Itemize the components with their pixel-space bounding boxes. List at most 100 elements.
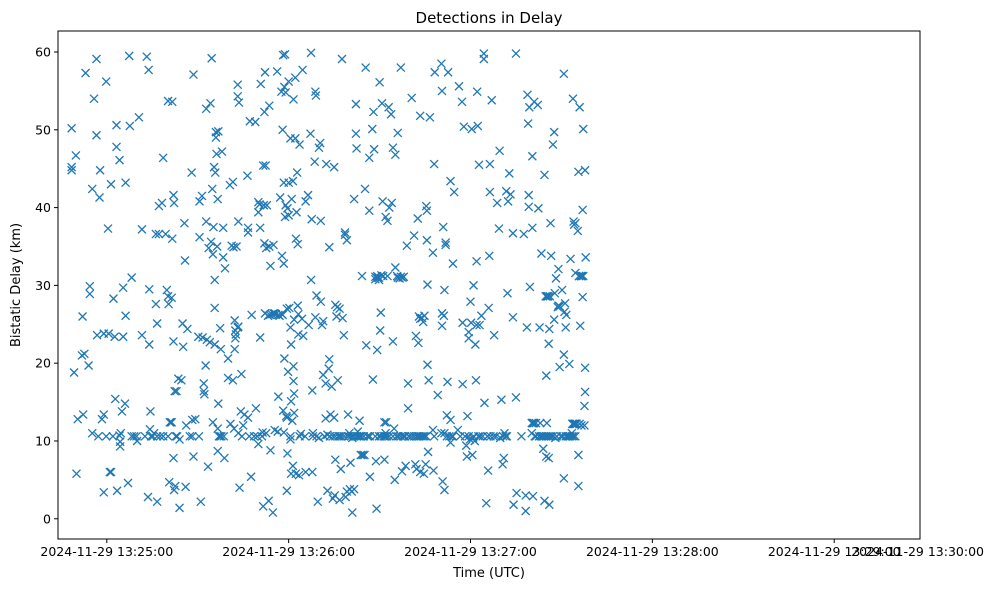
data-point-272	[281, 411, 291, 421]
y-tick-label-4: 40	[35, 200, 51, 215]
data-point-207	[243, 413, 253, 423]
data-point-649	[533, 100, 543, 110]
data-point-166	[215, 323, 225, 333]
plot-frame	[57, 30, 921, 540]
data-point-67	[144, 65, 154, 75]
data-point-163	[213, 399, 223, 409]
data-point-99	[169, 190, 178, 200]
data-point-322	[306, 129, 315, 139]
data-point-542	[443, 377, 452, 387]
data-point-370	[335, 304, 345, 314]
data-point-232	[261, 161, 271, 171]
data-point-134	[199, 386, 209, 396]
y-tick-label-6: 60	[35, 45, 51, 60]
data-point-700	[561, 322, 571, 332]
data-point-404	[355, 416, 365, 426]
data-point-568	[466, 318, 476, 328]
data-point-509	[419, 311, 429, 321]
data-point-392	[347, 508, 357, 518]
x-axis: 2024-11-29 13:25:00 2024-11-29 13:26:00 20…	[40, 539, 984, 559]
data-point-463	[390, 475, 400, 485]
data-point-506	[418, 431, 428, 441]
data-point-669	[543, 291, 553, 301]
data-point-336	[313, 497, 323, 507]
data-point-295	[289, 376, 298, 386]
data-point-157	[211, 133, 221, 143]
data-point-613	[501, 186, 511, 196]
data-point-324	[306, 275, 316, 285]
data-point-334	[312, 291, 321, 300]
data-point-436	[375, 77, 385, 87]
data-point-125	[189, 452, 198, 461]
data-point-36	[109, 294, 118, 304]
data-point-158	[212, 149, 221, 159]
data-point-616	[503, 196, 513, 206]
data-point-40	[112, 120, 121, 130]
data-point-365	[332, 312, 342, 321]
data-point-171	[218, 223, 228, 233]
data-point-22	[95, 193, 104, 202]
y-tick-label-3: 30	[35, 278, 51, 293]
data-point-73	[148, 431, 158, 441]
data-point-330	[310, 157, 320, 167]
data-point-58	[129, 431, 139, 441]
data-point-629	[522, 322, 532, 332]
data-point-731	[575, 102, 585, 112]
data-point-53	[123, 478, 133, 488]
data-point-10	[79, 349, 89, 359]
data-point-308	[293, 309, 303, 319]
data-point-101	[169, 198, 179, 208]
data-point-457	[386, 109, 396, 119]
data-point-5	[72, 469, 81, 479]
data-point-173	[219, 431, 229, 441]
data-point-453	[383, 216, 392, 226]
data-point-149	[208, 417, 218, 427]
data-point-724	[573, 226, 583, 236]
data-point-177	[223, 373, 233, 383]
data-point-599	[487, 95, 497, 105]
data-point-299	[289, 408, 299, 418]
data-point-23	[95, 165, 105, 175]
data-point-663	[541, 371, 551, 381]
data-point-210	[246, 472, 256, 482]
data-point-625	[516, 431, 526, 441]
data-point-231	[260, 67, 270, 77]
data-point-1	[67, 162, 77, 172]
data-point-168	[216, 344, 226, 354]
data-point-482	[402, 241, 412, 251]
data-point-614	[502, 431, 512, 441]
data-point-220	[255, 333, 265, 342]
data-point-468	[393, 128, 403, 138]
chart-title: Detections in Delay	[416, 9, 563, 27]
data-point-309	[293, 329, 303, 339]
data-point-513	[422, 235, 432, 245]
data-point-276	[282, 203, 292, 213]
data-point-221	[255, 223, 265, 233]
data-point-277	[282, 448, 292, 458]
data-point-487	[407, 93, 417, 103]
data-point-455	[384, 203, 394, 213]
data-point-198	[235, 483, 245, 493]
data-point-69	[144, 340, 154, 349]
data-point-723	[572, 419, 582, 429]
data-point-555	[457, 97, 467, 107]
data-point-301	[290, 133, 300, 143]
data-point-526	[433, 390, 443, 400]
data-point-727	[573, 450, 583, 460]
data-point-610	[499, 453, 509, 463]
data-point-320	[303, 190, 313, 200]
data-point-78	[152, 497, 162, 507]
data-point-27	[99, 487, 109, 497]
data-point-672	[544, 500, 554, 510]
data-point-740	[578, 124, 588, 134]
data-point-195	[233, 217, 243, 227]
data-point-609	[498, 431, 508, 441]
data-point-502	[415, 111, 425, 121]
data-point-227	[259, 200, 269, 210]
data-point-531	[437, 86, 447, 96]
data-point-300	[290, 73, 300, 83]
data-point-726	[573, 481, 583, 491]
data-point-695	[559, 350, 569, 360]
data-point-510	[421, 459, 431, 469]
data-point-552	[453, 425, 463, 435]
